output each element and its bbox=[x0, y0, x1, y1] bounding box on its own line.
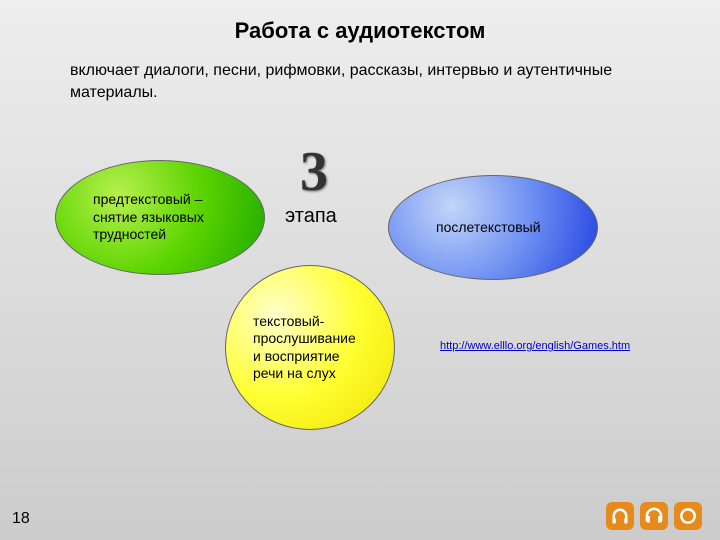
circle-icon bbox=[674, 502, 702, 530]
page-title: Работа с аудиотекстом bbox=[0, 18, 720, 44]
subtitle-text: включает диалоги, песни, рифмовки, расск… bbox=[70, 60, 650, 103]
footer-icons bbox=[606, 502, 702, 530]
stage-count-label: этапа bbox=[285, 205, 337, 228]
external-link[interactable]: http://www.elllo.org/english/Games.htm bbox=[440, 340, 630, 352]
stage-pre-text-label: предтекстовый – снятие языковых трудност… bbox=[85, 191, 235, 244]
stage-post-text-label: послетекстовый bbox=[428, 219, 558, 237]
stage-post-text: послетекстовый bbox=[388, 175, 598, 280]
stage-pre-text: предтекстовый – снятие языковых трудност… bbox=[55, 160, 265, 275]
headphones-icon bbox=[640, 502, 668, 530]
stage-count-number: 3 bbox=[300, 140, 328, 204]
stage-while-listening: текстовый- прослушивание и восприятие ре… bbox=[225, 265, 395, 430]
speaker-icon bbox=[606, 502, 634, 530]
page-number: 18 bbox=[12, 510, 30, 528]
stage-while-listening-label: текстовый- прослушивание и восприятие ре… bbox=[245, 313, 375, 383]
